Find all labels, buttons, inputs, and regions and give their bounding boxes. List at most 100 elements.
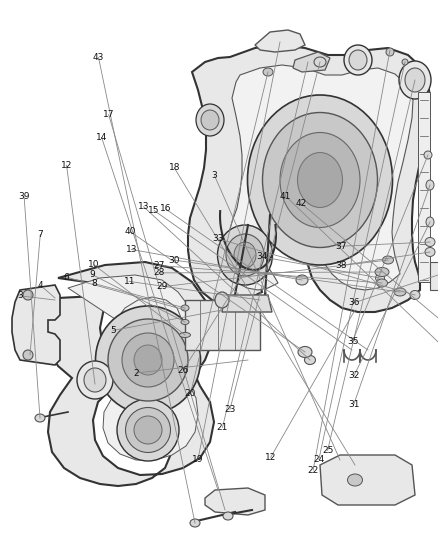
Polygon shape [430, 262, 438, 290]
Polygon shape [255, 30, 305, 52]
Ellipse shape [426, 180, 434, 190]
Ellipse shape [181, 319, 189, 325]
Text: 9: 9 [89, 270, 95, 279]
Ellipse shape [234, 242, 256, 268]
Ellipse shape [181, 305, 189, 311]
Ellipse shape [35, 414, 45, 422]
Ellipse shape [108, 319, 188, 401]
Ellipse shape [399, 61, 431, 99]
Ellipse shape [247, 95, 392, 265]
Text: 3: 3 [17, 292, 23, 300]
Text: 42: 42 [296, 199, 307, 208]
Ellipse shape [386, 48, 394, 56]
Text: 30: 30 [169, 256, 180, 264]
Ellipse shape [23, 290, 33, 300]
Ellipse shape [215, 292, 229, 308]
Ellipse shape [377, 279, 388, 287]
Ellipse shape [344, 45, 372, 75]
Text: 15: 15 [148, 206, 160, 215]
Text: 33: 33 [212, 235, 224, 243]
Text: 28: 28 [153, 269, 164, 277]
Text: 6: 6 [64, 273, 70, 281]
Text: 34: 34 [256, 253, 268, 261]
Text: 2: 2 [133, 369, 138, 377]
Ellipse shape [298, 346, 312, 358]
Text: 19: 19 [192, 455, 204, 464]
Text: 10: 10 [88, 261, 100, 269]
Polygon shape [227, 65, 413, 290]
Polygon shape [188, 45, 430, 312]
Text: 3: 3 [212, 172, 218, 180]
Ellipse shape [122, 333, 174, 387]
Text: 21: 21 [217, 423, 228, 432]
Ellipse shape [425, 238, 435, 246]
Ellipse shape [223, 512, 233, 520]
Bar [418, 92, 430, 282]
Text: 39: 39 [18, 192, 30, 200]
Ellipse shape [375, 274, 385, 282]
Ellipse shape [402, 59, 408, 65]
Ellipse shape [77, 361, 113, 399]
Ellipse shape [394, 288, 406, 296]
Ellipse shape [304, 356, 315, 365]
Text: 13: 13 [138, 203, 149, 211]
Polygon shape [293, 52, 330, 72]
Text: 8: 8 [91, 279, 97, 288]
Ellipse shape [405, 68, 425, 92]
Text: 40: 40 [125, 228, 136, 236]
Text: 16: 16 [160, 205, 171, 213]
Text: 18: 18 [169, 164, 180, 172]
Polygon shape [205, 488, 265, 515]
Ellipse shape [126, 408, 170, 453]
Ellipse shape [218, 225, 272, 285]
Text: 14: 14 [96, 133, 107, 142]
Text: 22: 22 [307, 466, 319, 474]
Text: 31: 31 [348, 400, 360, 408]
Text: 13: 13 [126, 245, 137, 254]
Ellipse shape [196, 104, 224, 136]
Text: 36: 36 [348, 298, 360, 307]
Text: 12: 12 [265, 453, 276, 462]
Polygon shape [320, 455, 415, 505]
Ellipse shape [314, 57, 326, 67]
Text: 41: 41 [280, 192, 291, 200]
Ellipse shape [296, 275, 308, 285]
Polygon shape [12, 285, 60, 365]
Ellipse shape [426, 217, 434, 227]
Ellipse shape [347, 474, 363, 486]
Text: 5: 5 [110, 326, 116, 335]
Text: 25: 25 [322, 446, 333, 455]
Text: 38: 38 [335, 261, 346, 270]
Text: 20: 20 [185, 389, 196, 398]
Text: 37: 37 [335, 242, 346, 251]
Ellipse shape [280, 133, 360, 228]
Text: 26: 26 [177, 366, 189, 375]
Ellipse shape [382, 256, 393, 264]
Ellipse shape [134, 345, 162, 375]
Ellipse shape [23, 350, 33, 360]
Text: 11: 11 [124, 277, 135, 286]
Text: 32: 32 [348, 372, 360, 380]
Ellipse shape [424, 151, 432, 159]
Ellipse shape [410, 290, 420, 300]
Ellipse shape [180, 333, 191, 337]
Ellipse shape [375, 268, 389, 277]
Ellipse shape [349, 50, 367, 70]
Ellipse shape [117, 399, 179, 461]
Ellipse shape [84, 368, 106, 392]
Text: 7: 7 [37, 230, 43, 239]
Ellipse shape [297, 152, 343, 207]
Text: 43: 43 [93, 53, 104, 62]
Ellipse shape [262, 112, 378, 247]
Polygon shape [222, 295, 272, 312]
Ellipse shape [425, 247, 435, 256]
Text: 27: 27 [153, 261, 164, 270]
Ellipse shape [95, 306, 201, 414]
Text: 24: 24 [313, 455, 325, 464]
Text: 29: 29 [156, 282, 168, 291]
Text: 23: 23 [224, 405, 236, 414]
Polygon shape [45, 262, 214, 486]
Ellipse shape [190, 519, 200, 527]
Ellipse shape [134, 416, 162, 444]
Text: 35: 35 [347, 337, 358, 345]
